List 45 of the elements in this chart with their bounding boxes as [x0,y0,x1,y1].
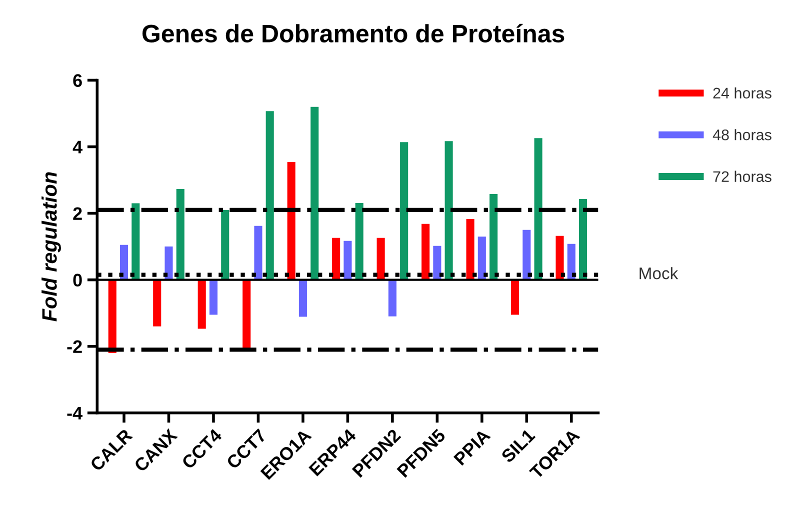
bar [444,141,453,280]
bar [332,238,340,280]
y-tick-label: 4 [72,140,82,154]
bar [108,280,116,354]
bar [287,162,296,280]
legend-label: 24 horas [713,87,772,99]
bar [344,240,352,280]
bar [478,236,486,280]
legend-label: 72 horas [713,170,772,182]
ref-line-label: Mock [640,267,678,280]
chart-title: Genes de Dobramento de Proteínas [142,24,564,42]
bar [567,244,576,280]
bar [388,280,396,316]
bar [298,280,307,317]
bar [164,246,173,280]
bar [466,218,474,280]
bar [355,202,364,280]
bar [120,244,128,280]
bar [132,203,140,280]
bar [176,189,184,280]
y-tick-label: 6 [73,74,82,87]
bar [433,246,442,280]
bar [376,238,385,280]
bar [510,280,520,315]
bar [522,230,531,280]
bar [198,280,206,329]
bar [153,280,162,326]
bar [266,111,274,280]
y-tick-label: -2 [67,340,82,353]
bar [242,280,251,349]
bar [534,138,542,280]
bar [221,210,230,280]
bar [310,106,319,280]
bar [578,198,588,280]
y-tick-label: 2 [73,207,82,220]
y-tick-label: -4 [67,407,82,420]
y-tick-label: 0 [73,274,82,287]
bar [254,226,262,280]
bar [490,194,498,280]
bar [422,224,430,280]
bar [556,236,564,280]
bar [209,280,218,315]
y-axis-title: Fold regulation [42,172,61,322]
bar [400,142,408,280]
legend-label: 48 horas [712,129,772,140]
